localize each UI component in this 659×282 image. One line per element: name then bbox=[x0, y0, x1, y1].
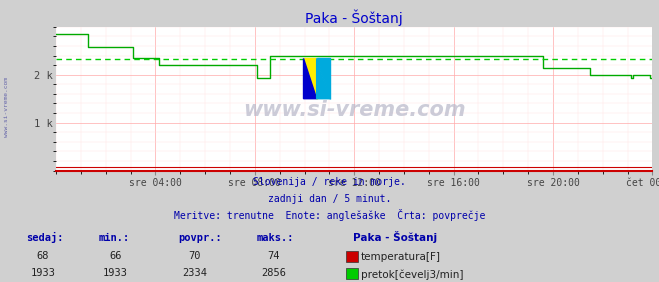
Text: www.si-vreme.com: www.si-vreme.com bbox=[243, 100, 465, 120]
Text: 1933: 1933 bbox=[30, 268, 55, 278]
Text: 74: 74 bbox=[268, 251, 279, 261]
Text: Paka - Šoštanj: Paka - Šoštanj bbox=[353, 231, 437, 243]
Text: temperatura[F]: temperatura[F] bbox=[361, 252, 441, 262]
Text: sedaj:: sedaj: bbox=[26, 232, 64, 243]
Text: min.:: min.: bbox=[99, 233, 130, 243]
Text: Slovenija / reke in morje.: Slovenija / reke in morje. bbox=[253, 177, 406, 187]
Text: Meritve: trenutne  Enote: anglešaške  Črta: povprečje: Meritve: trenutne Enote: anglešaške Črta… bbox=[174, 209, 485, 221]
Polygon shape bbox=[316, 58, 330, 99]
Text: www.si-vreme.com: www.si-vreme.com bbox=[4, 77, 9, 137]
Text: 66: 66 bbox=[109, 251, 121, 261]
Text: maks.:: maks.: bbox=[257, 233, 295, 243]
Text: zadnji dan / 5 minut.: zadnji dan / 5 minut. bbox=[268, 194, 391, 204]
Polygon shape bbox=[316, 58, 330, 99]
Text: 1933: 1933 bbox=[103, 268, 128, 278]
Text: 2856: 2856 bbox=[261, 268, 286, 278]
Polygon shape bbox=[304, 58, 316, 99]
Text: 70: 70 bbox=[188, 251, 200, 261]
Polygon shape bbox=[304, 58, 316, 99]
Title: Paka - Šoštanj: Paka - Šoštanj bbox=[305, 9, 403, 26]
Text: povpr.:: povpr.: bbox=[178, 233, 221, 243]
Text: 2334: 2334 bbox=[182, 268, 207, 278]
Text: 68: 68 bbox=[37, 251, 49, 261]
Text: pretok[čevelj3/min]: pretok[čevelj3/min] bbox=[361, 269, 464, 280]
